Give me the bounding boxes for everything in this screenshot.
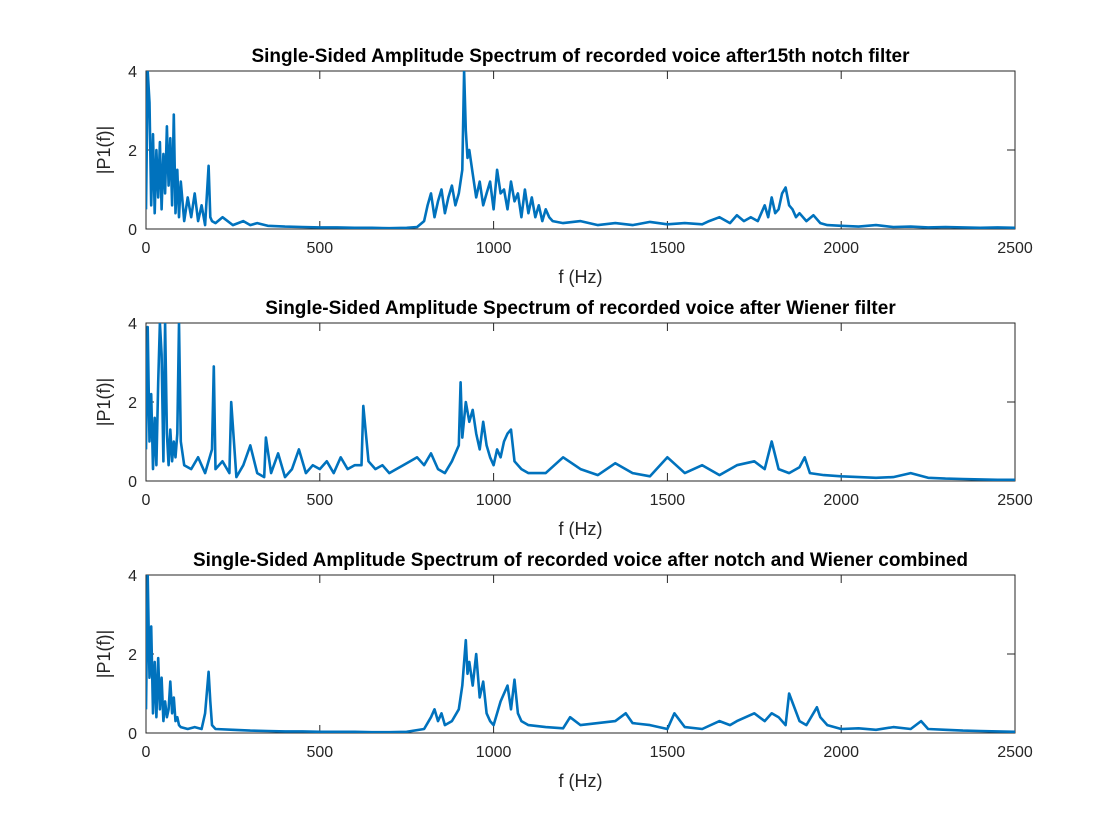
chart-title: Single-Sided Amplitude Spectrum of recor… — [193, 550, 968, 571]
axes-1: 0 500 1000 1500 2000 2500 0 2 4 Single-Sided Ampl… — [94, 46, 1033, 287]
x-axis-label: f (Hz) — [559, 519, 603, 539]
spectrum-line — [146, 323, 1015, 481]
y-axis-label: |P1(f)| — [94, 630, 114, 678]
plot-area — [145, 322, 1016, 482]
y-tick-label: 4 — [128, 568, 137, 585]
y-tick-label: 0 — [128, 474, 137, 491]
y-tick-label: 2 — [128, 647, 137, 664]
plot-area — [145, 574, 1016, 734]
y-tick-label: 0 — [128, 222, 137, 239]
chart-title: Single-Sided Amplitude Spectrum of recor… — [251, 46, 910, 67]
y-axis-label: |P1(f)| — [94, 378, 114, 426]
plot-area — [145, 70, 1016, 230]
y-tick-label: 2 — [128, 143, 137, 160]
x-tick-label: 2500 — [997, 240, 1033, 257]
spectrum-line — [146, 575, 1015, 733]
x-axis-label: f (Hz) — [559, 267, 603, 287]
y-axis-label: |P1(f)| — [94, 126, 114, 174]
x-tick-label: 1000 — [476, 492, 512, 509]
x-tick-label: 500 — [306, 240, 333, 257]
y-tick-label: 4 — [128, 316, 137, 333]
x-tick-label: 1500 — [650, 240, 686, 257]
axes-2: 0 500 1000 1500 2000 2500 0 2 4 Single-Sided Ampl… — [94, 298, 1033, 539]
x-tick-label: 500 — [306, 744, 333, 761]
x-tick-label: 2500 — [997, 744, 1033, 761]
x-tick-label: 0 — [142, 492, 151, 509]
x-tick-label: 2000 — [823, 240, 859, 257]
x-tick-label: 2500 — [997, 492, 1033, 509]
x-tick-label: 2000 — [823, 492, 859, 509]
x-axis-label: f (Hz) — [559, 771, 603, 791]
axes-3: 0 500 1000 1500 2000 2500 0 2 4 Single-Sided Ampl… — [94, 550, 1033, 791]
spectrum-line — [146, 71, 1015, 229]
x-tick-label: 0 — [142, 744, 151, 761]
chart-title: Single-Sided Amplitude Spectrum of recor… — [265, 298, 896, 319]
x-tick-label: 1000 — [476, 744, 512, 761]
x-tick-label: 0 — [142, 240, 151, 257]
x-tick-label: 1500 — [650, 492, 686, 509]
y-tick-label: 0 — [128, 726, 137, 743]
x-tick-label: 1500 — [650, 744, 686, 761]
x-tick-label: 2000 — [823, 744, 859, 761]
y-tick-label: 4 — [128, 64, 137, 81]
y-tick-label: 2 — [128, 395, 137, 412]
x-tick-label: 1000 — [476, 240, 512, 257]
x-tick-label: 500 — [306, 492, 333, 509]
